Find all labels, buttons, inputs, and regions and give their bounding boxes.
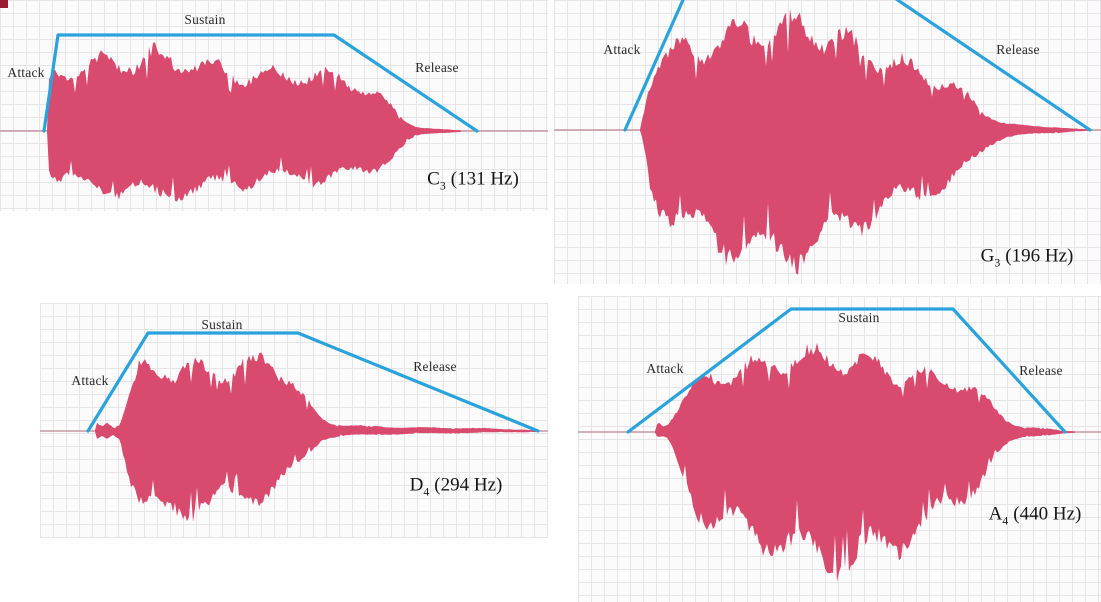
note-octave: 4 xyxy=(1002,514,1009,528)
corner-marker xyxy=(0,0,8,8)
adsr-envelope-line xyxy=(86,331,540,433)
note-letter: A xyxy=(988,503,1003,525)
panel-a4: Attack Sustain Release A4 (440 Hz) xyxy=(578,296,1101,602)
note-frequency: (131 Hz) xyxy=(450,168,519,190)
adsr-envelope-line xyxy=(623,0,1092,132)
note-octave: 3 xyxy=(439,179,446,193)
note-letter: C xyxy=(427,168,440,190)
note-letter: D xyxy=(409,474,424,496)
adsr-envelope-line xyxy=(42,33,479,133)
note-letter: G xyxy=(980,245,995,267)
sustain-label: Sustain xyxy=(838,310,880,325)
attack-label: Attack xyxy=(603,42,641,57)
note-frequency: (294 Hz) xyxy=(434,474,503,496)
panel-d4: Attack Sustain Release D4 (294 Hz) xyxy=(40,303,548,538)
waveform-plot-c3 xyxy=(0,33,548,202)
waveform-plot-d4 xyxy=(40,331,548,523)
waveform-plot-g3 xyxy=(554,0,1101,275)
waveform-shape xyxy=(640,8,1090,275)
attack-label: Attack xyxy=(7,65,45,80)
waveform-plot-a4 xyxy=(578,307,1101,582)
note-label-a4: A4 (440 Hz) xyxy=(989,504,1082,529)
note-label-c3: C3 (131 Hz) xyxy=(427,169,519,194)
release-label: Release xyxy=(415,60,459,75)
attack-label: Attack xyxy=(71,373,109,388)
note-octave: 4 xyxy=(423,485,430,499)
note-octave: 3 xyxy=(994,256,1001,270)
note-label-d4: D4 (294 Hz) xyxy=(410,475,503,500)
waveform-shape xyxy=(47,42,461,202)
panel-c3: Attack Sustain Release C3 (131 Hz) xyxy=(0,0,548,211)
attack-label: Attack xyxy=(646,361,684,376)
sustain-label: Sustain xyxy=(201,317,243,332)
note-label-g3: G3 (196 Hz) xyxy=(981,246,1074,271)
waveform-shape xyxy=(655,342,1075,582)
waveform-shape xyxy=(95,352,539,523)
release-label: Release xyxy=(996,42,1040,57)
panel-g3: Attack Release G3 (196 Hz) xyxy=(554,0,1101,284)
release-label: Release xyxy=(1019,363,1063,378)
release-label: Release xyxy=(413,359,457,374)
adsr-envelope-line xyxy=(626,307,1067,434)
note-frequency: (196 Hz) xyxy=(1005,245,1074,267)
note-frequency: (440 Hz) xyxy=(1013,503,1082,525)
sustain-label: Sustain xyxy=(184,12,226,27)
